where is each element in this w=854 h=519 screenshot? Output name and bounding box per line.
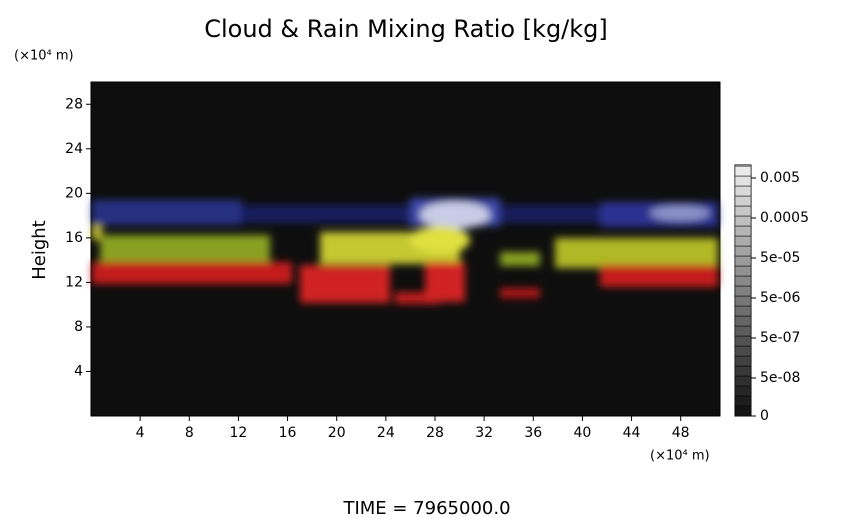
x-tick-label: 20: [328, 425, 346, 441]
y-tick-label: 4: [74, 363, 83, 379]
colorbar-tick-label: 0.0005: [760, 210, 809, 226]
colorbar-cell: [734, 395, 752, 407]
x-unit: (×10⁴ m): [650, 449, 710, 464]
y-tick-label: 28: [65, 96, 83, 112]
colorbar-cell: [734, 175, 752, 187]
colorbar-tick-label: 5e-08: [760, 370, 800, 386]
colorbar-cell: [734, 375, 752, 387]
colorbar-cell: [734, 195, 752, 207]
x-tick-label: 12: [230, 425, 248, 441]
colorbar-cell: [734, 365, 752, 377]
colorbar-tick-label: 5e-07: [760, 330, 800, 346]
colorbar-cell: [734, 385, 752, 397]
colorbar-cell: [734, 305, 752, 317]
y-tick-label: 16: [65, 230, 83, 246]
colorbar-cell: [734, 405, 752, 417]
colorbar-cell: [734, 335, 752, 347]
colorbar-cell: [734, 275, 752, 287]
footer: TIME = 7965000.0: [342, 498, 510, 519]
colorbar-cell: [734, 355, 752, 367]
colorbar-tick-label: 5e-06: [760, 290, 800, 306]
volume-render: [92, 198, 718, 304]
x-tick-label: 32: [475, 425, 493, 441]
colorbar-tick-label: 0.005: [760, 170, 800, 186]
colorbar-cell: [734, 295, 752, 307]
colorbar-cell: [734, 185, 752, 197]
chart-title: Cloud & Rain Mixing Ratio [kg/kg]: [204, 15, 608, 43]
colorbar-cell: [734, 164, 752, 167]
colorbar-cell: [734, 225, 752, 237]
colorbar-tick-label: 0: [760, 408, 769, 424]
y-unit: (×10⁴ m): [14, 49, 74, 64]
x-tick-label: 4: [136, 425, 145, 441]
colorbar-cell: [734, 265, 752, 277]
y-axis-label: Height: [29, 220, 50, 280]
x-tick-label: 16: [279, 425, 297, 441]
colorbar-cell: [734, 245, 752, 257]
x-tick-label: 8: [185, 425, 194, 441]
y-tick-label: 12: [65, 274, 83, 290]
colorbar-tick-label: 5e-05: [760, 250, 800, 266]
colorbar-cell: [734, 315, 752, 327]
x-tick-label: 36: [524, 425, 542, 441]
x-tick-label: 24: [377, 425, 395, 441]
y-tick-label: 8: [74, 319, 83, 335]
colorbar-cell: [734, 345, 752, 357]
y-tick-label: 24: [65, 141, 83, 157]
colorbar-cell: [734, 325, 752, 337]
colorbar-cell: [734, 205, 752, 217]
x-tick-label: 28: [426, 425, 444, 441]
colorbar-cell: [734, 165, 752, 177]
x-tick-label: 40: [573, 425, 591, 441]
colorbar-cell: [734, 215, 752, 227]
colorbar-cell: [734, 235, 752, 247]
x-tick-label: 44: [623, 425, 641, 441]
y-tick-label: 20: [65, 185, 83, 201]
colorbar-cell: [734, 285, 752, 297]
colorbar-cell: [734, 255, 752, 267]
x-tick-label: 48: [672, 425, 690, 441]
